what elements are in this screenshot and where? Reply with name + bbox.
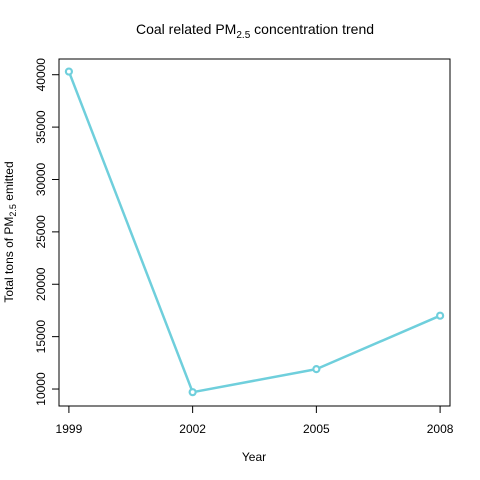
y-axis-label-rest: emitted (2, 161, 16, 204)
y-tick-label: 25000 (34, 215, 48, 249)
x-tick-label: 2008 (427, 422, 454, 436)
y-axis: 10000 15000 20000 25000 30000 35000 40000 (34, 58, 60, 406)
x-tick-label: 1999 (56, 422, 83, 436)
y-tick-label: 10000 (34, 372, 48, 406)
chart-title-main: Coal related PM (136, 21, 236, 37)
x-tick-label: 2002 (179, 422, 206, 436)
data-point (188, 388, 197, 397)
y-axis-label-main: Total tons of PM (2, 217, 16, 303)
y-tick-label: 30000 (34, 162, 48, 196)
chart-title-rest: concentration trend (250, 21, 374, 37)
y-tick-label: 40000 (34, 58, 48, 92)
y-axis-label-subscript: 2.5 (8, 204, 18, 217)
y-tick-label: 15000 (34, 320, 48, 354)
series-group (64, 67, 445, 397)
data-point (64, 67, 73, 76)
plot-frame (58, 58, 451, 407)
data-point (312, 365, 321, 374)
y-tick-label: 20000 (34, 267, 48, 301)
chart-title: Coal related PM2.5 concentration trend (136, 21, 374, 41)
x-axis: 1999 2002 2005 2008 (56, 405, 454, 436)
x-axis-label: Year (242, 450, 266, 464)
y-axis-label: Total tons of PM2.5 emitted (2, 161, 18, 302)
series-line (67, 70, 442, 394)
chart-title-subscript: 2.5 (236, 30, 250, 41)
data-point (436, 311, 445, 320)
y-tick-label: 35000 (34, 110, 48, 144)
x-tick-label: 2005 (303, 422, 330, 436)
